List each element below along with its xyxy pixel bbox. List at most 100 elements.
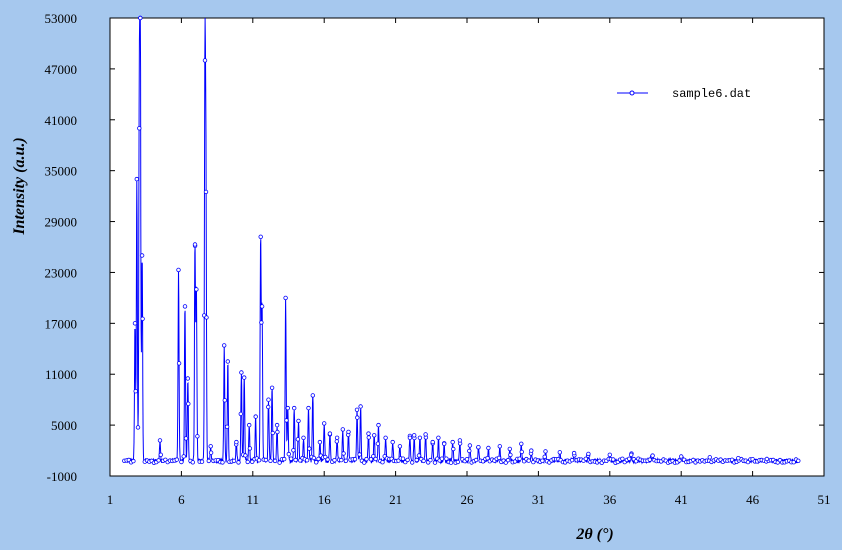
peak-point (157, 438, 163, 443)
data-point (277, 460, 282, 465)
data-point (796, 458, 801, 463)
peak-point (266, 397, 271, 402)
peak-point (234, 439, 239, 445)
data-point (325, 457, 330, 462)
peak-point (383, 435, 388, 440)
y-tick-label: 11000 (45, 367, 77, 382)
peak-point (354, 407, 360, 412)
data-point (176, 361, 182, 366)
data-point (199, 459, 205, 464)
peak-point (310, 393, 315, 398)
data-point (186, 401, 191, 406)
data-point (421, 458, 426, 464)
data-point (195, 434, 200, 439)
peak-point (138, 15, 143, 21)
data-point (256, 458, 262, 463)
data-point (380, 460, 385, 465)
data-point (259, 320, 264, 325)
data-point (135, 425, 141, 430)
data-point (339, 457, 344, 463)
x-tick-label: 16 (318, 492, 332, 507)
data-point (364, 456, 369, 462)
peak-point (457, 438, 463, 443)
data-point (355, 415, 360, 420)
peak-point (306, 405, 311, 411)
data-point (140, 316, 145, 321)
peak-point (430, 439, 435, 445)
data-point (183, 436, 189, 441)
peak-point (134, 176, 139, 182)
peak-point (203, 189, 209, 195)
data-point (343, 458, 349, 463)
data-point (179, 459, 184, 465)
x-tick-label: 46 (746, 492, 760, 507)
data-point (272, 458, 278, 464)
y-tick-label: 17000 (45, 316, 78, 331)
data-point (647, 457, 652, 462)
data-point (270, 430, 275, 436)
x-tick-label: 6 (178, 492, 185, 507)
data-point (375, 441, 381, 446)
peak-point (467, 443, 473, 448)
peak-point (208, 444, 213, 449)
data-point (583, 456, 588, 461)
peak-point (137, 126, 142, 131)
peak-point (519, 441, 524, 446)
data-point (451, 446, 456, 452)
data-point (400, 456, 406, 461)
data-point (224, 424, 230, 429)
data-point (266, 404, 271, 410)
peak-point (285, 405, 290, 411)
y-tick-label: 35000 (45, 164, 78, 179)
data-point (444, 456, 449, 461)
peak-point (317, 439, 323, 445)
data-point (206, 458, 211, 464)
data-point (204, 315, 209, 320)
data-point (371, 454, 376, 459)
peak-point (185, 376, 190, 381)
peak-point (239, 370, 244, 375)
y-tick-label: 53000 (45, 11, 78, 26)
peak-point (322, 421, 327, 426)
peak-point (586, 451, 591, 457)
data-point (428, 457, 433, 463)
data-point (263, 457, 269, 463)
data-point (729, 457, 735, 462)
data-point (131, 458, 136, 464)
data-point (473, 457, 479, 463)
x-tick-label: 41 (675, 492, 688, 507)
peak-point (194, 287, 199, 292)
peak-point (176, 267, 181, 273)
data-point (569, 457, 575, 463)
data-point (352, 456, 358, 462)
data-point (464, 457, 470, 462)
peak-point (529, 448, 534, 453)
peak-point (192, 242, 198, 247)
peak-point (246, 422, 252, 428)
data-point (293, 457, 298, 463)
data-point (304, 458, 310, 463)
peak-point (327, 431, 333, 436)
data-point (158, 452, 163, 457)
y-tick-label: 47000 (45, 62, 78, 77)
peak-point (221, 343, 227, 348)
peak-point (202, 58, 208, 63)
data-point (245, 459, 250, 465)
data-point (291, 448, 296, 453)
data-point (373, 456, 378, 462)
data-point (288, 456, 294, 461)
x-axis-title: 2θ (°) (575, 526, 613, 543)
data-point (611, 457, 616, 462)
data-point (307, 446, 312, 451)
peak-point (707, 455, 712, 460)
peak-point (543, 449, 548, 454)
peak-point (296, 418, 301, 424)
peak-point (764, 456, 770, 462)
peak-point (372, 433, 377, 438)
x-tick-label: 21 (389, 492, 402, 507)
data-point (133, 389, 138, 394)
data-point (627, 456, 632, 461)
data-point (791, 460, 796, 465)
peak-point (376, 422, 381, 428)
peak-point (650, 453, 655, 458)
